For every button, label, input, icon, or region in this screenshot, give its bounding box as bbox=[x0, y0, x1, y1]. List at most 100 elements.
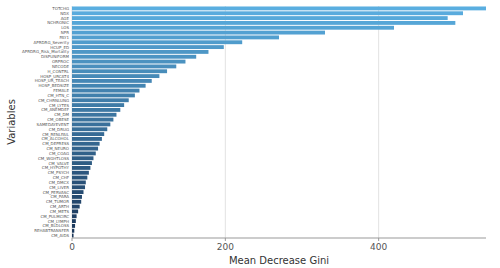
y-tick-label: CM_HTN_C bbox=[48, 93, 70, 98]
y-tick-labels: CM_AIDSREHABTRANSFERCM_BLDLOSSCM_LYMPHCM… bbox=[22, 6, 70, 238]
y-tick-label: CM_PERVASC bbox=[43, 190, 70, 195]
bar bbox=[72, 161, 92, 165]
y-tick-label: CM_NEURO bbox=[46, 146, 69, 151]
y-tick-label: NPR bbox=[61, 30, 69, 35]
y-tick-label: NDX bbox=[60, 11, 69, 16]
bar bbox=[72, 113, 116, 117]
x-tick-label: 400 bbox=[370, 242, 387, 252]
bar bbox=[72, 200, 81, 204]
y-tick-label: NECODE bbox=[52, 64, 70, 69]
bar bbox=[72, 79, 152, 83]
bar bbox=[72, 234, 74, 238]
x-tick-label: 200 bbox=[217, 242, 234, 252]
bar bbox=[72, 35, 279, 39]
y-tick-label: CM_BLDLOSS bbox=[42, 223, 69, 228]
bar bbox=[72, 185, 85, 189]
bars bbox=[72, 6, 486, 237]
bar bbox=[72, 31, 325, 35]
y-axis-title: Variables bbox=[6, 99, 17, 145]
y-tick-label: CM_LYMPH bbox=[48, 219, 69, 224]
bar bbox=[72, 180, 86, 184]
grid-line bbox=[378, 6, 379, 238]
bar bbox=[72, 118, 113, 122]
y-tick-label: CM_LYTES bbox=[49, 103, 69, 108]
bar bbox=[72, 45, 224, 49]
bar bbox=[72, 132, 104, 136]
y-tick-label: CM_PARA bbox=[51, 194, 70, 199]
y-tick-label: HOSP_UR_TEACH bbox=[35, 78, 69, 83]
bar bbox=[72, 214, 77, 218]
y-tick-label: DISPUNIFORM bbox=[41, 54, 70, 59]
y-tick-label: CM_DMCX bbox=[49, 180, 70, 185]
bar bbox=[72, 190, 84, 194]
bar bbox=[72, 219, 76, 223]
bar bbox=[72, 147, 98, 151]
bar bbox=[72, 142, 100, 146]
bar bbox=[72, 151, 96, 155]
y-tick-label: CM_OBESE bbox=[47, 117, 69, 122]
bar bbox=[72, 55, 196, 59]
y-tick-label: CM_CHRNLUNG bbox=[38, 98, 69, 103]
y-tick-label: CM_AIDS bbox=[51, 233, 69, 238]
bar bbox=[72, 127, 107, 131]
bar bbox=[72, 64, 176, 68]
bar bbox=[72, 166, 90, 170]
chart: 0200400CM_AIDSREHABTRANSFERCM_BLDLOSSCM_… bbox=[0, 0, 500, 268]
bar bbox=[72, 84, 146, 88]
bar bbox=[72, 205, 80, 209]
bar bbox=[72, 21, 455, 25]
bar bbox=[72, 176, 87, 180]
bar bbox=[72, 89, 139, 93]
bar bbox=[72, 40, 242, 44]
bar bbox=[72, 137, 102, 141]
bar bbox=[72, 108, 120, 112]
y-tick-label: CM_PSYCH bbox=[48, 170, 69, 175]
y-tick-label: CM_ANEMDEF bbox=[41, 107, 70, 112]
y-tick-label: APRDRG_Risk_Mortality bbox=[22, 49, 70, 54]
bar bbox=[72, 74, 159, 78]
y-tick-label: CM_PULMCIRC bbox=[40, 214, 69, 219]
y-tick-label: ORPROC bbox=[52, 59, 69, 64]
y-tick-label: CM_HYPOTHY bbox=[42, 165, 70, 170]
y-tick-label: HOSP_URCAT4 bbox=[40, 74, 69, 79]
x-axis-title: Mean Decrease Gini bbox=[229, 255, 329, 266]
y-tick-label: FEMALE bbox=[53, 88, 69, 93]
y-tick-label: CM_COAG bbox=[49, 151, 69, 156]
y-tick-label: H_CONTRL bbox=[48, 69, 70, 74]
y-tick-label: CM_CHF bbox=[53, 175, 70, 180]
bar bbox=[72, 6, 486, 10]
y-tick-label: LOS bbox=[61, 25, 69, 30]
y-tick-label: SAMEDAYEVENT bbox=[37, 122, 70, 127]
x-tick-label: 0 bbox=[69, 242, 75, 252]
bar bbox=[72, 209, 78, 213]
y-tick-label: AGE bbox=[61, 16, 70, 21]
bar bbox=[72, 156, 93, 160]
bar bbox=[72, 171, 89, 175]
tick-mark bbox=[225, 238, 226, 241]
y-tick-label: TOTCHG bbox=[51, 6, 69, 11]
y-tick-label: CM_RENLFAIL bbox=[42, 132, 70, 137]
bar bbox=[72, 60, 185, 64]
y-tick-label: APRDRG_Severity bbox=[34, 40, 70, 45]
bar bbox=[72, 93, 135, 97]
y-tick-label: CM_LIVER bbox=[49, 185, 69, 190]
bar bbox=[72, 122, 110, 126]
y-tick-label: CM_TUMOR bbox=[46, 199, 69, 204]
x-axis-line bbox=[72, 238, 486, 239]
bar bbox=[72, 229, 74, 233]
grid bbox=[72, 6, 379, 238]
y-tick-label: CM_METS bbox=[50, 209, 70, 214]
bar bbox=[72, 195, 82, 199]
y-tick-label: HOSP_BEDSIZE bbox=[39, 83, 70, 88]
y-tick-label: CM_DEPRESS bbox=[42, 141, 69, 146]
bar bbox=[72, 26, 394, 30]
x-ticks: 0 200 400 bbox=[69, 238, 387, 252]
tick-mark bbox=[72, 238, 73, 241]
y-tick-label: CM_VALVE bbox=[48, 161, 69, 166]
y-tick-label: HCUP_ED bbox=[50, 45, 69, 50]
y-tick-label: CM_ARTH bbox=[50, 204, 69, 209]
bar bbox=[72, 50, 208, 54]
y-tick-label: REHABTRANSFER bbox=[34, 228, 69, 233]
y-tick-label: CM_DM bbox=[54, 112, 69, 117]
bar bbox=[72, 69, 167, 73]
